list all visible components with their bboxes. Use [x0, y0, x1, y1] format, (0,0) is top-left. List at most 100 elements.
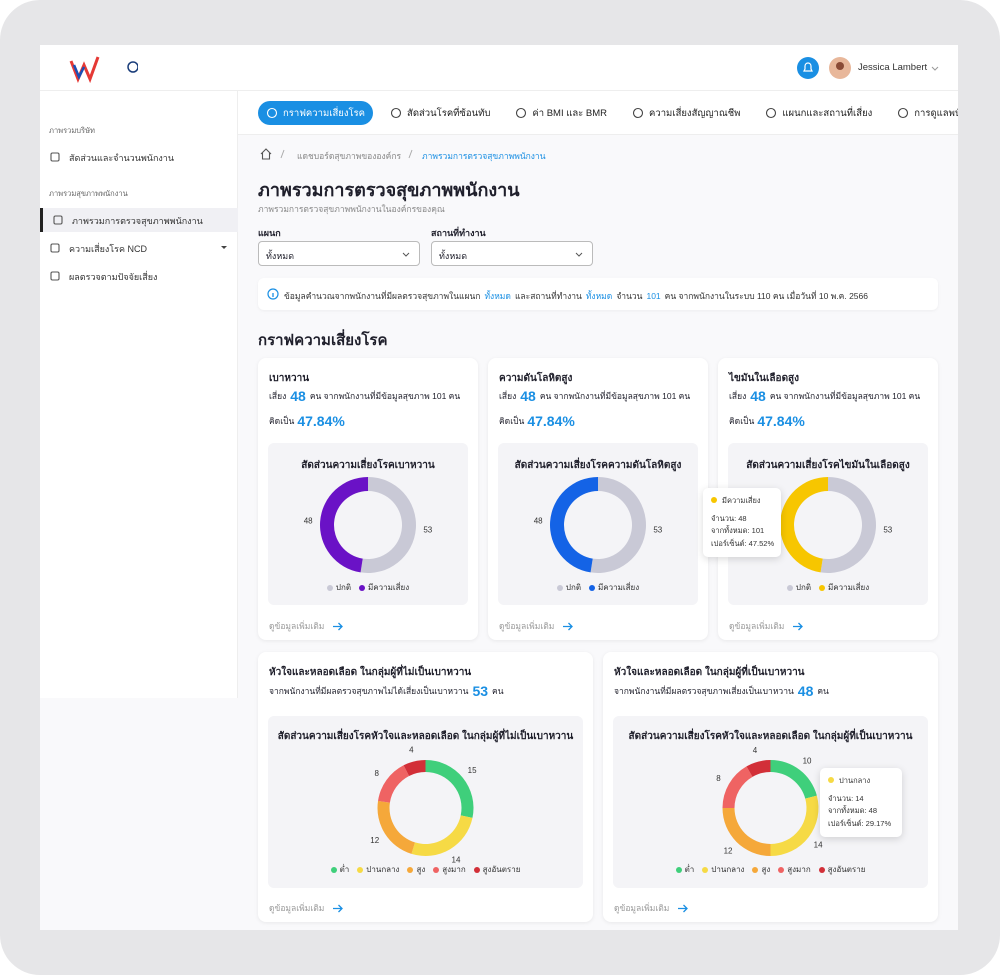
chart-card: หัวใจและหลอดเลือด ในกลุ่มผู้ที่เป็นเบาหว… — [603, 652, 938, 922]
icon — [898, 107, 909, 119]
summary-text: เสี่ยง — [499, 391, 517, 401]
chart-card: ความดันโลหิตสูง เสี่ยง 48 คน จากพนักงานที่ม… — [488, 358, 708, 640]
breadcrumb-icons — [260, 148, 285, 160]
sidebar-item[interactable]: สัดส่วนและจำนวนพนักงาน — [40, 145, 238, 169]
more-link[interactable]: ดูข้อมูลเพิ่มเติม — [614, 901, 689, 915]
summary-text: คน — [492, 686, 504, 696]
legend-item[interactable]: สูงมาก — [433, 863, 466, 876]
legend-swatch — [752, 866, 759, 873]
donut-segment — [550, 477, 598, 573]
icon-shape — [390, 107, 402, 119]
tab[interactable]: การดูแลพนักงาน — [889, 101, 958, 125]
logo-mark — [72, 64, 86, 81]
data-label: 8 — [375, 769, 380, 778]
donut-segment — [746, 760, 771, 777]
card-summary: เสี่ยง 48 คน จากพนักงานที่มีข้อมูลสุขภาพ 1… — [499, 388, 690, 404]
summary-text: จากพนักงานที่มีผลตรวจสุขภาพเสี่ยงเป็นเบา… — [614, 686, 794, 696]
legend-label: ปานกลาง — [711, 865, 745, 874]
legend-item[interactable]: ปกติ — [556, 581, 581, 594]
legend-swatch — [675, 866, 682, 873]
legend-label: มีความเสี่ยง — [828, 583, 870, 592]
legend-label: สูงมาก — [787, 865, 811, 874]
summary-count: 53 — [472, 683, 489, 699]
arrow-shape — [678, 904, 689, 912]
legend-item[interactable]: ปานกลาง — [357, 863, 399, 876]
legend-item[interactable]: มีความเสี่ยง — [589, 581, 639, 594]
tab[interactable]: ความเสี่ยงสัญญาณชีพ — [624, 101, 748, 125]
icon — [266, 107, 278, 119]
page-subtitle: ภาพรวมการตรวจสุขภาพพนักงานในองค์กรของคุณ — [258, 204, 445, 214]
icon-shape — [898, 107, 909, 119]
donut-chart: 53 48 — [534, 477, 663, 573]
avatar[interactable] — [829, 57, 851, 79]
user-name[interactable]: Jessica Lambert — [858, 62, 928, 73]
legend-item[interactable]: สูงอันตราย — [818, 863, 865, 876]
icon — [50, 271, 60, 281]
donut-segment — [403, 760, 426, 776]
info-segment: ข้อมูลคำนวณจากพนักงานที่มีผลตรวจสุขภาพใน… — [284, 291, 481, 301]
legend-item[interactable]: ปานกลาง — [702, 863, 744, 876]
legend-item[interactable]: ปกติ — [326, 581, 351, 594]
breadcrumb-separator — [280, 149, 285, 159]
more-link[interactable]: ดูข้อมูลเพิ่มเติม — [499, 619, 574, 633]
more-link-label: ดูข้อมูลเพิ่มเติม — [269, 621, 325, 631]
chevron — [575, 252, 583, 257]
more-link[interactable]: ดูข้อมูลเพิ่มเติม — [269, 901, 344, 915]
tabs: กราฟความเสี่ยงโรค สัดส่วนโรคที่ซ้อนทับ ค่า… — [258, 101, 958, 125]
data-label: 15 — [468, 766, 477, 775]
tab[interactable]: กราฟความเสี่ยงโรค — [258, 101, 374, 125]
legend-item[interactable]: ปกติ — [786, 581, 812, 594]
app-window: Jessica Lambert ภาพรวมบริษัท สัดส่วนและจำ… — [40, 45, 958, 930]
arrow — [793, 622, 804, 630]
more-link[interactable]: ดูข้อมูลเพิ่มเติม — [269, 619, 344, 633]
legend-item[interactable]: สูงมาก — [778, 863, 811, 876]
tooltip-header: มีความเสี่ยง — [711, 495, 773, 508]
sidebar-item-label: ภาพรวมการตรวจสุขภาพพนักงาน — [72, 216, 203, 226]
donut-segment — [377, 800, 415, 854]
notification-bell[interactable] — [797, 57, 819, 79]
sidebar-item[interactable]: ความเสี่ยงโรค NCD — [40, 236, 238, 260]
filter-select[interactable]: ทั้งหมด — [258, 241, 420, 266]
sidebar-item[interactable]: ภาพรวมการตรวจสุขภาพพนักงาน — [40, 208, 238, 232]
legend-label: ปกติ — [795, 583, 812, 592]
tooltip-swatch — [711, 497, 717, 503]
chart-card: หัวใจและหลอดเลือด ในกลุ่มผู้ที่ไม่เป็นเบ… — [258, 652, 593, 922]
tooltip-swatch — [828, 777, 834, 783]
percent-value: 47.84% — [527, 413, 575, 429]
legend-item[interactable]: มีความเสี่ยง — [359, 581, 409, 594]
data-label: 53 — [883, 526, 892, 535]
legend-item[interactable]: สูง — [407, 863, 425, 876]
breadcrumb-item[interactable]: แดชบอร์ดสุขภาพขององค์กร — [297, 151, 402, 161]
percent-label: คิดเป็น — [499, 416, 525, 426]
tab-label: กราฟความเสี่ยงโรค — [283, 107, 366, 119]
donut-segment — [770, 760, 817, 799]
tab[interactable]: สัดส่วนโรคที่ซ้อนทับ — [382, 101, 498, 125]
data-label: 48 — [534, 516, 543, 525]
donut-chart: 53 48 — [304, 477, 433, 573]
arrow-shape — [563, 622, 574, 630]
arrow-shape — [333, 904, 344, 912]
legend-item[interactable]: สูง — [752, 863, 770, 876]
legend-label: ต่ำ — [339, 865, 350, 874]
tab[interactable]: แผนกและสถานที่เสี่ยง — [757, 101, 880, 125]
legend-item[interactable]: ต่ำ — [330, 863, 350, 876]
legend-item[interactable]: สูงอันตราย — [473, 863, 520, 876]
info-segment: ทั้งหมด — [484, 291, 511, 301]
summary-text: จากพนักงานที่มีผลตรวจสุขภาพไม่ได้เสี่ยงเ… — [269, 686, 469, 696]
home-icon — [260, 148, 272, 160]
legend-swatch — [819, 584, 826, 591]
tab[interactable]: ค่า BMI และ BMR — [507, 101, 615, 125]
legend-swatch — [330, 866, 337, 873]
more-link[interactable]: ดูข้อมูลเพิ่มเติม — [729, 619, 804, 633]
filter-select[interactable]: ทั้งหมด — [431, 241, 593, 266]
info-segment: ทั้งหมด — [585, 291, 613, 301]
legend-swatch — [326, 584, 333, 591]
sidebar-item[interactable]: ผลตรวจตามปัจจัยเสี่ยง — [40, 264, 238, 288]
card-percent: คิดเป็น 47.84% — [729, 413, 805, 429]
legend-label: สูง — [761, 865, 771, 874]
legend-item[interactable]: ต่ำ — [675, 863, 694, 876]
chart-panel: สัดส่วนความเสี่ยงโรคหัวใจและหลอดเลือด ใน… — [613, 716, 928, 888]
legend-item[interactable]: มีความเสี่ยง — [819, 581, 869, 594]
icon-shape — [266, 107, 278, 119]
card-summary: เสี่ยง 48 คน จากพนักงานที่มีข้อมูลสุขภาพ 1… — [729, 388, 920, 404]
